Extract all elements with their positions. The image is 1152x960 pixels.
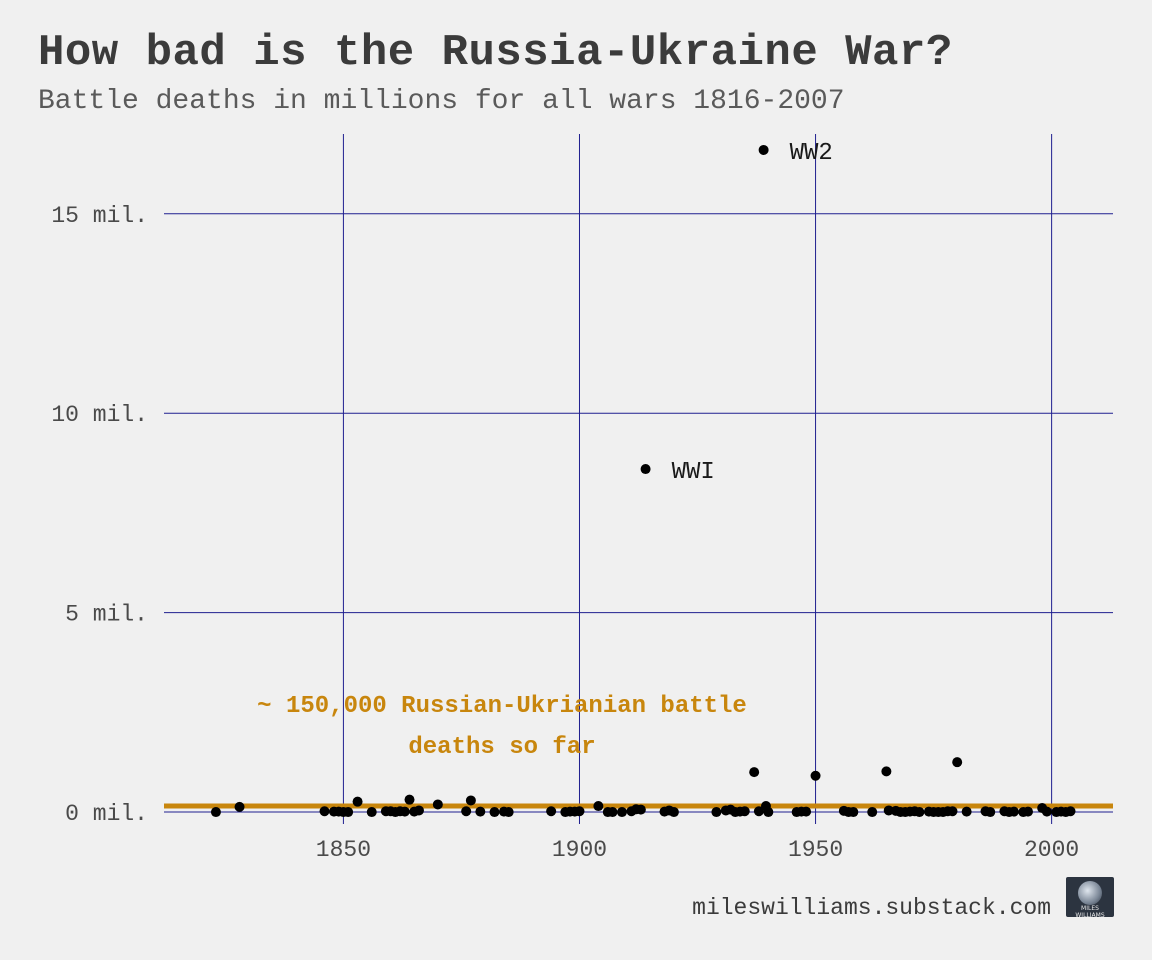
data-point xyxy=(810,770,821,781)
source-credit[interactable]: mileswilliams.substack.com xyxy=(692,895,1051,921)
data-point xyxy=(465,795,476,806)
data-point xyxy=(593,801,604,812)
data-point xyxy=(753,806,764,817)
data-point xyxy=(1023,806,1034,817)
data-point xyxy=(607,807,618,818)
data-point xyxy=(914,807,925,818)
data-point xyxy=(635,804,646,815)
data-point xyxy=(432,799,443,810)
x-tick-label: 1900 xyxy=(552,837,607,863)
data-point xyxy=(640,464,651,475)
data-point xyxy=(758,144,769,155)
data-point xyxy=(867,807,878,818)
data-point xyxy=(352,796,363,807)
data-point xyxy=(1041,806,1052,817)
point-label: WW2 xyxy=(790,140,833,167)
data-point xyxy=(881,766,892,777)
reference-label-line1: ~ 150,000 Russian-Ukrianian battle xyxy=(257,693,747,720)
data-point xyxy=(947,806,958,817)
data-point xyxy=(210,807,221,818)
axis-tick-labels: 0 mil. 5 mil. 10 mil. 15 mil. 1850 1900 1950 20… xyxy=(51,203,1079,863)
data-point xyxy=(749,767,760,778)
y-tick-label: 15 mil. xyxy=(51,203,148,229)
annotations: WW2 WWI ~ 150,000 Russian-Ukrianian battle… xyxy=(257,140,833,761)
data-point xyxy=(489,807,500,818)
data-point xyxy=(739,806,750,817)
reference-label-line2: deaths so far xyxy=(408,734,595,761)
data-point xyxy=(1008,806,1019,817)
data-point xyxy=(404,794,415,805)
x-tick-label: 2000 xyxy=(1024,837,1079,863)
data-point xyxy=(801,806,812,817)
data-point xyxy=(574,806,585,817)
data-point xyxy=(343,807,354,818)
data-point xyxy=(461,806,472,817)
data-point xyxy=(503,807,514,818)
chart-subtitle: Battle deaths in millions for all wars 1… xyxy=(38,86,845,117)
point-label: WWI xyxy=(672,459,715,486)
gridlines xyxy=(164,134,1113,824)
data-point xyxy=(399,806,410,817)
data-point xyxy=(848,807,859,818)
globe-icon xyxy=(1078,881,1102,905)
data-point xyxy=(711,807,722,818)
data-point xyxy=(961,806,972,817)
data-point xyxy=(883,805,894,816)
data-point xyxy=(668,807,679,818)
data-point xyxy=(952,757,963,768)
logo-wordmark: MILES WILLIAMS xyxy=(1075,905,1105,917)
y-tick-label: 0 mil. xyxy=(65,801,148,827)
data-point xyxy=(985,807,996,818)
x-tick-label: 1950 xyxy=(788,837,843,863)
brand-logo: MILES WILLIAMS xyxy=(1066,877,1114,917)
y-tick-label: 10 mil. xyxy=(51,402,148,428)
data-point xyxy=(366,807,377,818)
data-point xyxy=(475,806,486,817)
data-points xyxy=(210,144,1076,818)
data-point xyxy=(319,806,330,817)
data-point xyxy=(763,807,774,818)
data-point xyxy=(616,807,627,818)
chart-title: How bad is the Russia-Ukraine War? xyxy=(38,28,953,78)
data-point xyxy=(413,805,424,816)
y-tick-label: 5 mil. xyxy=(65,602,148,628)
x-tick-label: 1850 xyxy=(316,837,371,863)
data-point xyxy=(1065,806,1076,817)
data-point xyxy=(234,801,245,812)
data-point xyxy=(546,806,557,817)
